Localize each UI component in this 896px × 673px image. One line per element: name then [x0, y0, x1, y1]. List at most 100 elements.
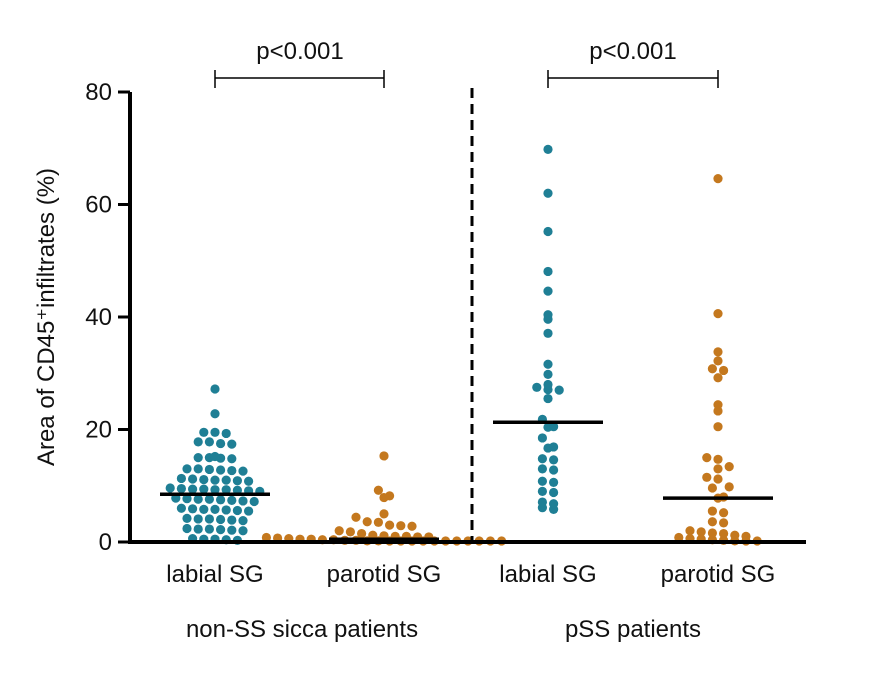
data-point [719, 365, 729, 376]
data-point [204, 494, 214, 504]
data-point [674, 532, 684, 543]
data-point [216, 525, 226, 535]
data-point [532, 382, 542, 392]
data-point [543, 286, 553, 296]
data-point [730, 530, 740, 540]
category-label-3: parotid SG [661, 561, 776, 588]
data-point [193, 437, 203, 447]
data-point [707, 364, 718, 374]
p-value-label-1: p<0.001 [589, 38, 676, 65]
data-point [537, 433, 548, 443]
data-point [549, 477, 559, 487]
data-point [713, 373, 723, 383]
data-point [707, 483, 718, 493]
data-point [244, 476, 254, 486]
data-point [707, 528, 718, 538]
data-point [537, 454, 548, 464]
category-label-2: labial SG [499, 561, 596, 588]
data-point [238, 516, 248, 526]
data-point [543, 359, 553, 369]
data-point [373, 517, 383, 527]
data-point [193, 494, 203, 504]
data-point [385, 520, 395, 530]
data-point [238, 526, 248, 536]
data-point [210, 485, 220, 495]
data-point [227, 525, 237, 535]
data-point [379, 451, 389, 461]
data-point [385, 491, 395, 501]
group-label-1: pSS patients [565, 616, 701, 643]
data-point [724, 462, 734, 472]
data-point [216, 465, 226, 475]
data-point [713, 174, 723, 184]
data-point [227, 465, 237, 476]
data-point [238, 466, 248, 476]
data-point [210, 427, 220, 437]
data-point [549, 455, 559, 465]
data-point [549, 465, 559, 475]
data-point [193, 453, 203, 463]
data-point [334, 526, 344, 536]
data-point [176, 503, 186, 513]
data-point [543, 266, 553, 277]
data-point [537, 486, 548, 496]
data-points [165, 144, 762, 546]
data-point [696, 527, 706, 537]
data-point [549, 499, 559, 509]
data-point [210, 409, 220, 419]
data-point [182, 464, 192, 474]
data-point [702, 453, 712, 463]
data-point [165, 483, 175, 493]
data-point [199, 504, 209, 514]
y-tick-label-1: 20 [85, 417, 112, 444]
data-point [537, 464, 548, 474]
data-point [188, 484, 198, 494]
data-point [238, 496, 248, 506]
y-tick-label-2: 40 [85, 304, 112, 331]
data-point [199, 474, 209, 485]
y-axis-label: Area of CD45⁺infiltrates (%) [33, 168, 60, 466]
data-point [713, 309, 723, 319]
data-point [685, 526, 695, 536]
data-point [724, 482, 734, 492]
data-point [199, 484, 209, 494]
data-point [407, 521, 417, 531]
data-point [362, 517, 372, 527]
data-point [345, 527, 355, 537]
data-point [543, 393, 553, 404]
y-tick-label-3: 60 [85, 192, 112, 219]
data-point [702, 472, 712, 482]
data-point [182, 513, 192, 523]
data-point [176, 473, 186, 484]
data-point [176, 483, 186, 494]
data-point [549, 442, 559, 452]
data-point [707, 517, 718, 527]
data-point [193, 464, 203, 474]
data-point [210, 504, 220, 514]
data-point [261, 532, 271, 543]
data-point [232, 505, 242, 516]
significance-bracket-0 [214, 70, 385, 88]
data-point [232, 476, 242, 486]
data-point [193, 514, 203, 524]
data-point [719, 528, 729, 539]
data-point [199, 427, 209, 437]
data-point [713, 464, 723, 474]
data-point [373, 485, 383, 495]
data-point [741, 531, 751, 541]
data-point [193, 524, 203, 534]
data-point [713, 454, 723, 464]
data-point [210, 384, 220, 394]
data-point [188, 474, 198, 484]
data-point [543, 144, 553, 154]
median-lines [160, 420, 773, 541]
data-point [221, 505, 231, 515]
data-point [543, 328, 553, 338]
data-point [221, 475, 231, 485]
data-point [188, 504, 198, 514]
data-point [221, 428, 231, 439]
data-point [357, 528, 367, 539]
data-point [543, 188, 553, 198]
data-point [227, 454, 237, 464]
